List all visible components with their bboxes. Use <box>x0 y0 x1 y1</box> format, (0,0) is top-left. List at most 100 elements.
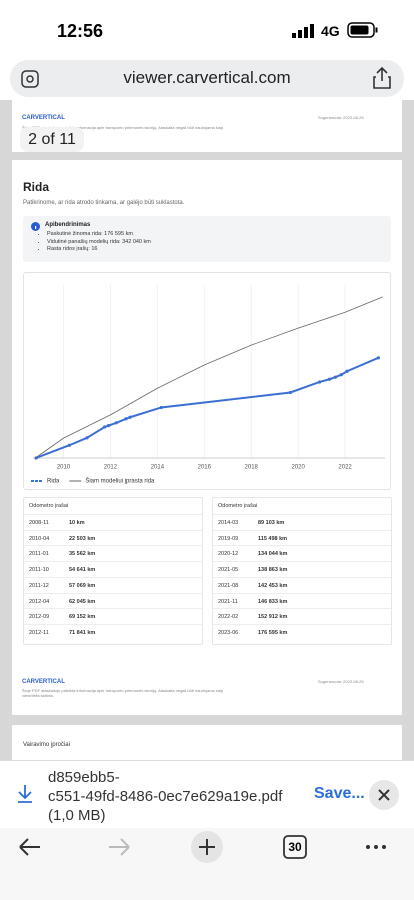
chart-box <box>23 272 391 490</box>
data-point <box>327 377 332 381</box>
footer-logo: CARVERTICAL <box>22 679 65 685</box>
summary-title: Apibendrinimas <box>45 222 91 228</box>
pdf-page-next <box>12 725 402 760</box>
next-title: Vairavimo įpročiai <box>23 742 70 748</box>
x-tick-label: 2018 <box>245 465 259 471</box>
data-point <box>345 369 349 373</box>
time: 12:56 <box>57 21 104 41</box>
close-button[interactable] <box>368 779 400 811</box>
odometer: 142 453 km <box>258 582 288 589</box>
data-point <box>288 390 292 395</box>
odometer: 138 863 km <box>258 567 288 574</box>
date: 2021-11 <box>218 598 238 605</box>
odometer: 71 841 km <box>69 629 96 636</box>
battery <box>347 22 378 38</box>
file-name-line: c551-49fd-8486-0ec7e629a19e.pdf <box>48 788 283 805</box>
table-row: 2012-11 71 841 km <box>24 623 202 641</box>
toolbar-icons <box>19 831 386 863</box>
data-point <box>102 425 107 429</box>
network: 4G <box>321 23 340 39</box>
table-row: 2010-04 22 503 km <box>24 529 202 547</box>
file-size: (1,0 MB) <box>48 807 106 824</box>
back[interactable] <box>19 838 40 856</box>
save-button[interactable]: Save... <box>314 785 365 802</box>
date: 2023-06 <box>218 629 239 636</box>
plus <box>199 839 215 855</box>
x-tick-label: 2012 <box>104 465 118 471</box>
table-row: 2011-01 35 562 km <box>24 545 202 562</box>
odometer-table: Odometro įrašai 2008-11 10 km 2010-04 22 503… <box>23 497 203 645</box>
date: 2014-03 <box>218 520 239 526</box>
table-title: Odometro įrašai <box>29 503 69 509</box>
date: 2011-12 <box>29 582 49 589</box>
odometer: 10 km <box>69 520 85 526</box>
data-point <box>85 436 89 440</box>
date: 2008-11 <box>29 520 49 526</box>
tabs[interactable] <box>283 835 307 859</box>
data-point <box>114 421 118 425</box>
x-tick-label: 2020 <box>291 465 305 471</box>
odometer: 152 912 km <box>258 614 288 621</box>
file-name: d859ebb5- c551-49fd-8486-0ec7e629a19e.pdf… <box>48 768 282 825</box>
date: 2019-09 <box>218 535 239 542</box>
x-tick-label: 2014 <box>151 465 165 471</box>
odometer-table: Odometro įrašai 2014-03 89 103 km 2019-09 11… <box>212 497 392 645</box>
odometer: 57 069 km <box>69 582 96 589</box>
data-point <box>318 380 322 384</box>
odometer: 22 503 km <box>69 535 96 542</box>
x-tick-label: 2022 <box>338 465 352 471</box>
download-bar <box>0 760 414 829</box>
date: 2012-11 <box>29 629 49 636</box>
section-subtitle: Patikrinome, ar rida atrodo tinkama, ar … <box>23 200 185 206</box>
summary-item: Paskutinė žinoma rida: 176 595 km <box>47 231 151 239</box>
summary-list: Paskutinė žinoma rida: 176 595 kmVidutin… <box>47 231 151 254</box>
date: 2021-05 <box>218 567 239 574</box>
table-row: 2019-09 115 498 km <box>213 529 391 547</box>
date: 2022-02 <box>218 614 239 621</box>
data-point <box>339 373 343 377</box>
legend-label: Šiam modeliui įprasta rida <box>85 478 155 485</box>
odometer: 62 045 km <box>69 598 96 605</box>
logo: CARVERTICAL <box>22 115 65 121</box>
table-row: 2011-10 54 641 km <box>24 561 202 578</box>
data-point <box>128 415 132 419</box>
table-row: 2023-06 176 595 km <box>213 623 391 641</box>
series-line <box>35 356 379 459</box>
odometer: 69 152 km <box>69 614 96 621</box>
summary-item: Rasta ridos įrašų: 16 <box>47 246 151 254</box>
table-row: 2022-02 152 912 km <box>213 608 391 625</box>
odometer: 115 498 km <box>258 535 288 542</box>
data-point <box>159 405 163 410</box>
share-icon[interactable] <box>371 66 393 90</box>
table-row: 2012-09 69 152 km <box>24 608 202 625</box>
footer-disclaimer: Šioje PDF ataskaitoje pateikta informaci… <box>22 688 224 698</box>
generated: Sugeneruota: 2023-08-25 <box>318 115 364 120</box>
date: 2011-01 <box>29 551 49 558</box>
file-name-line: d859ebb5- <box>48 769 120 786</box>
date: 2012-09 <box>29 614 50 621</box>
address-bar[interactable] <box>10 60 404 97</box>
table-row: 2021-05 138 863 km <box>213 561 391 578</box>
table-row: 2008-11 10 km <box>24 514 202 531</box>
forward[interactable] <box>109 838 130 856</box>
section-title: Rida <box>23 180 50 194</box>
chart: 2010 2012 2014 2016 2018 2020 2022 Rida Šiam mod… <box>31 285 385 485</box>
odometer: 176 595 km <box>258 629 288 636</box>
odometer: 35 562 km <box>69 551 96 558</box>
odometer: 89 103 km <box>258 520 285 526</box>
signal <box>292 24 314 38</box>
summary-box <box>23 216 391 262</box>
date: 2021-08 <box>218 582 239 589</box>
date: 2012-04 <box>29 598 50 605</box>
page-icon[interactable] <box>20 69 40 89</box>
table-row: 2021-08 142 453 km <box>213 576 391 594</box>
table-row: 2021-11 146 833 km <box>213 592 391 610</box>
x-tick-label: 2010 <box>57 465 71 471</box>
odometer: 146 833 km <box>258 598 288 605</box>
url[interactable]: viewer.carvertical.com <box>123 68 291 87</box>
download-icon <box>18 785 32 803</box>
table-row: 2020-12 134 044 km <box>213 545 391 562</box>
odometer: 54 641 km <box>69 567 96 574</box>
tab-count[interactable]: 30 <box>288 840 302 854</box>
date: 2020-12 <box>218 551 239 558</box>
